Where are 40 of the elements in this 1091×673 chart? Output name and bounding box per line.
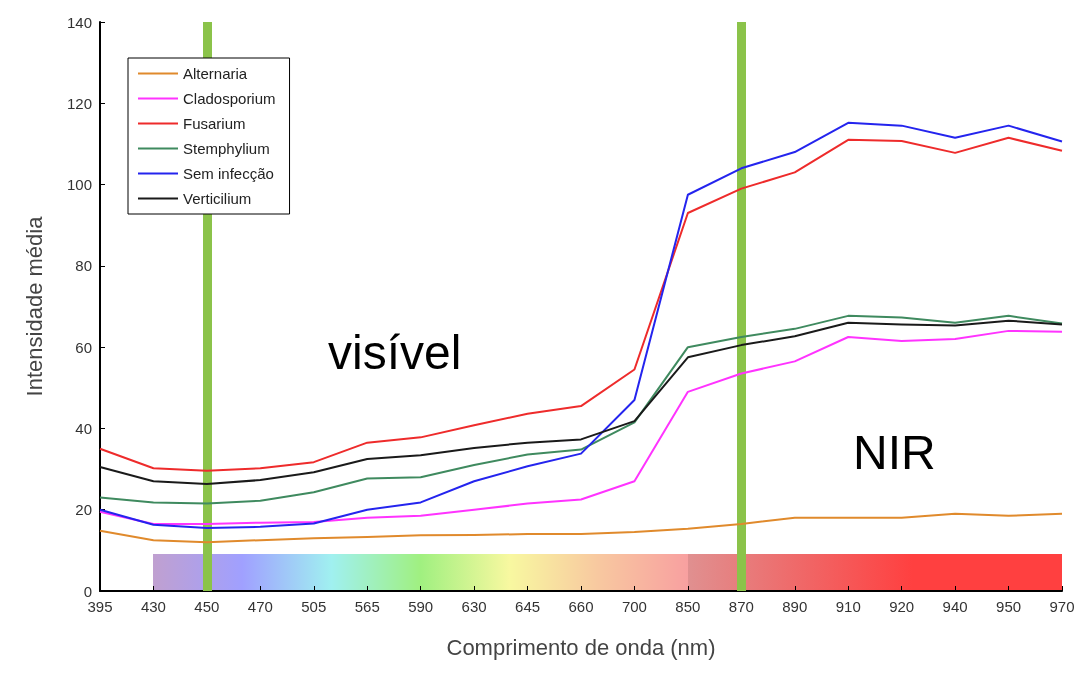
y-axis-title: Intensidade média: [21, 215, 47, 397]
x-tick-label: 630: [461, 598, 487, 615]
y-tick-label: 20: [75, 501, 92, 519]
y-tick-label: 60: [75, 338, 92, 356]
legend-label: Cladosporium: [183, 90, 276, 107]
annotation: visível: [328, 325, 462, 379]
x-tick-label: 940: [942, 598, 968, 615]
x-tick-label: 660: [568, 598, 594, 615]
legend-label: Fusarium: [183, 115, 246, 132]
x-tick-label: 950: [996, 598, 1022, 615]
x-tick-label: 890: [782, 598, 808, 615]
legend-label: Stemphylium: [183, 140, 270, 157]
x-tick-label: 395: [87, 598, 113, 615]
annotation: NIR: [853, 425, 936, 479]
y-tick-label: 80: [75, 257, 92, 275]
x-tick-label: 430: [140, 598, 166, 615]
x-tick-label: 850: [675, 598, 701, 615]
x-tick-label: 920: [889, 598, 915, 615]
legend-label: Verticilium: [183, 190, 252, 207]
x-tick-label: 590: [408, 598, 434, 615]
line-series: [99, 329, 1063, 525]
legend-label: Sem infecção: [183, 165, 274, 182]
x-tick-label: 700: [621, 598, 647, 615]
y-tick-label: 100: [66, 176, 92, 194]
x-tick-label: 505: [301, 598, 327, 615]
line-series: [99, 136, 1063, 472]
x-tick-label: 565: [354, 598, 380, 615]
x-tick-label: 470: [247, 598, 273, 615]
x-tick-label: 870: [728, 598, 754, 615]
x-tick-label: 645: [515, 598, 541, 615]
x-tick-label: 910: [835, 598, 861, 615]
x-axis-title: Comprimento de onda (nm): [446, 634, 716, 660]
y-tick-label: 40: [75, 419, 92, 437]
legend-label: Alternaria: [183, 65, 248, 82]
y-tick-label: 140: [66, 13, 92, 31]
line-series: [99, 512, 1063, 544]
y-tick-label: 120: [66, 94, 92, 112]
y-tick-label: 0: [83, 582, 92, 600]
x-tick-label: 450: [194, 598, 220, 615]
x-tick-label: 970: [1049, 598, 1075, 615]
